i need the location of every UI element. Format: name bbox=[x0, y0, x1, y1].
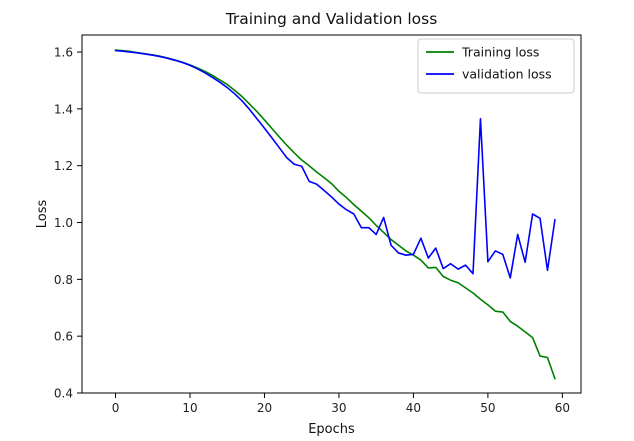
legend-label: validation loss bbox=[462, 67, 552, 82]
y-tick-label: 0.4 bbox=[54, 387, 73, 401]
y-axis-title: Loss bbox=[35, 200, 50, 229]
x-tick-label: 10 bbox=[182, 401, 197, 415]
y-axis: 0.4 0.6 0.8 1.0 1.2 1.4 1.6 bbox=[54, 46, 82, 401]
y-tick-label: 1.0 bbox=[54, 216, 73, 230]
legend: Training loss validation loss bbox=[417, 38, 575, 94]
x-tick-label: 30 bbox=[331, 401, 346, 415]
x-tick-label: 50 bbox=[480, 401, 495, 415]
x-axis-title: Epochs bbox=[308, 422, 355, 437]
series-layer bbox=[114, 49, 556, 380]
y-tick-label: 1.4 bbox=[54, 102, 73, 116]
legend-box bbox=[417, 38, 575, 94]
chart-title: Training and Validation loss bbox=[225, 10, 438, 28]
legend-items: Training loss validation loss bbox=[426, 45, 552, 82]
plot-area-frame bbox=[81, 34, 582, 394]
y-tick-label: 1.6 bbox=[54, 46, 73, 60]
x-tick-label: 20 bbox=[257, 401, 272, 415]
x-tick-label: 60 bbox=[555, 401, 570, 415]
x-tick-label: 0 bbox=[112, 401, 120, 415]
y-tick-label: 0.6 bbox=[54, 330, 73, 344]
y-tick-label: 1.2 bbox=[54, 159, 73, 173]
x-axis: 0 10 20 30 40 50 60 bbox=[112, 393, 570, 415]
x-tick-label: 40 bbox=[406, 401, 421, 415]
series-line-validation-loss bbox=[114, 49, 556, 279]
y-tick-label: 0.8 bbox=[54, 273, 73, 287]
legend-label: Training loss bbox=[461, 45, 539, 60]
